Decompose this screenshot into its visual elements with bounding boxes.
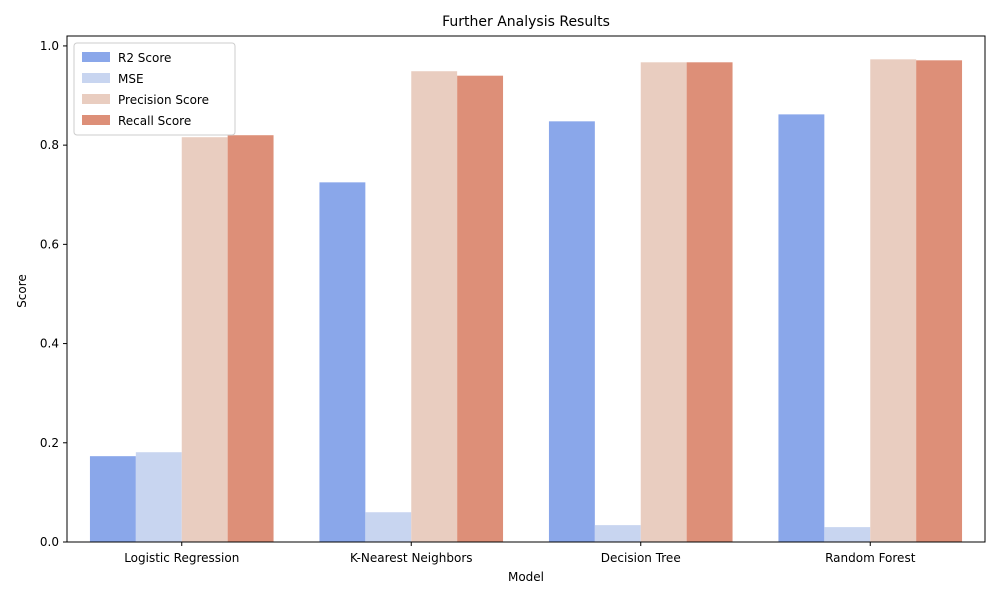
legend-swatch xyxy=(82,115,110,125)
x-tick-label: Logistic Regression xyxy=(124,551,239,565)
legend-box xyxy=(73,42,236,136)
bar-r2-score-1 xyxy=(319,182,366,542)
x-axis-label: Model xyxy=(508,570,544,584)
bar-precision-score-0 xyxy=(181,137,228,542)
y-tick-label: 0.0 xyxy=(40,535,59,549)
legend-label: Recall Score xyxy=(118,114,191,128)
bar-r2-score-3 xyxy=(778,114,825,542)
bar-mse-2 xyxy=(594,525,641,542)
bar-recall-score-3 xyxy=(916,60,963,543)
y-tick-label: 0.8 xyxy=(40,138,59,152)
bar-r2-score-0 xyxy=(89,456,136,542)
bar-precision-score-2 xyxy=(640,62,687,543)
bar-mse-1 xyxy=(365,512,412,542)
bar-r2-score-2 xyxy=(548,121,595,542)
bar-recall-score-1 xyxy=(457,75,504,542)
legend-label: Precision Score xyxy=(118,93,209,107)
chart-title: Further Analysis Results xyxy=(442,14,610,30)
legend-label: MSE xyxy=(118,72,144,86)
x-tick-label: K-Nearest Neighbors xyxy=(350,551,473,565)
legend-swatch xyxy=(82,73,110,83)
axes-frame xyxy=(66,35,986,543)
x-tick-label: Random Forest xyxy=(825,551,916,565)
y-tick-label: 0.6 xyxy=(40,237,59,251)
legend: R2 Score MSE Precision Score Recall Score xyxy=(73,42,236,136)
legend-swatch xyxy=(82,52,110,62)
y-tick-label: 0.2 xyxy=(40,436,59,450)
bar-mse-3 xyxy=(824,527,871,542)
y-axis-label: Score xyxy=(15,274,29,308)
legend-label: R2 Score xyxy=(118,51,171,65)
y-tick-label: 0.4 xyxy=(40,337,59,351)
legend-swatch xyxy=(82,94,110,104)
bar-precision-score-3 xyxy=(870,59,917,543)
bar-recall-score-0 xyxy=(227,135,274,542)
x-tick-label: Decision Tree xyxy=(601,551,681,565)
bar-mse-0 xyxy=(135,452,182,542)
bar-precision-score-1 xyxy=(411,71,458,543)
axes: 0.0 0.2 0.4 0.6 0.8 1.0 Logistic Regression K-N… xyxy=(40,35,986,565)
plot-area xyxy=(89,59,963,543)
y-tick-label: 1.0 xyxy=(40,39,59,53)
bar-recall-score-2 xyxy=(686,62,733,543)
